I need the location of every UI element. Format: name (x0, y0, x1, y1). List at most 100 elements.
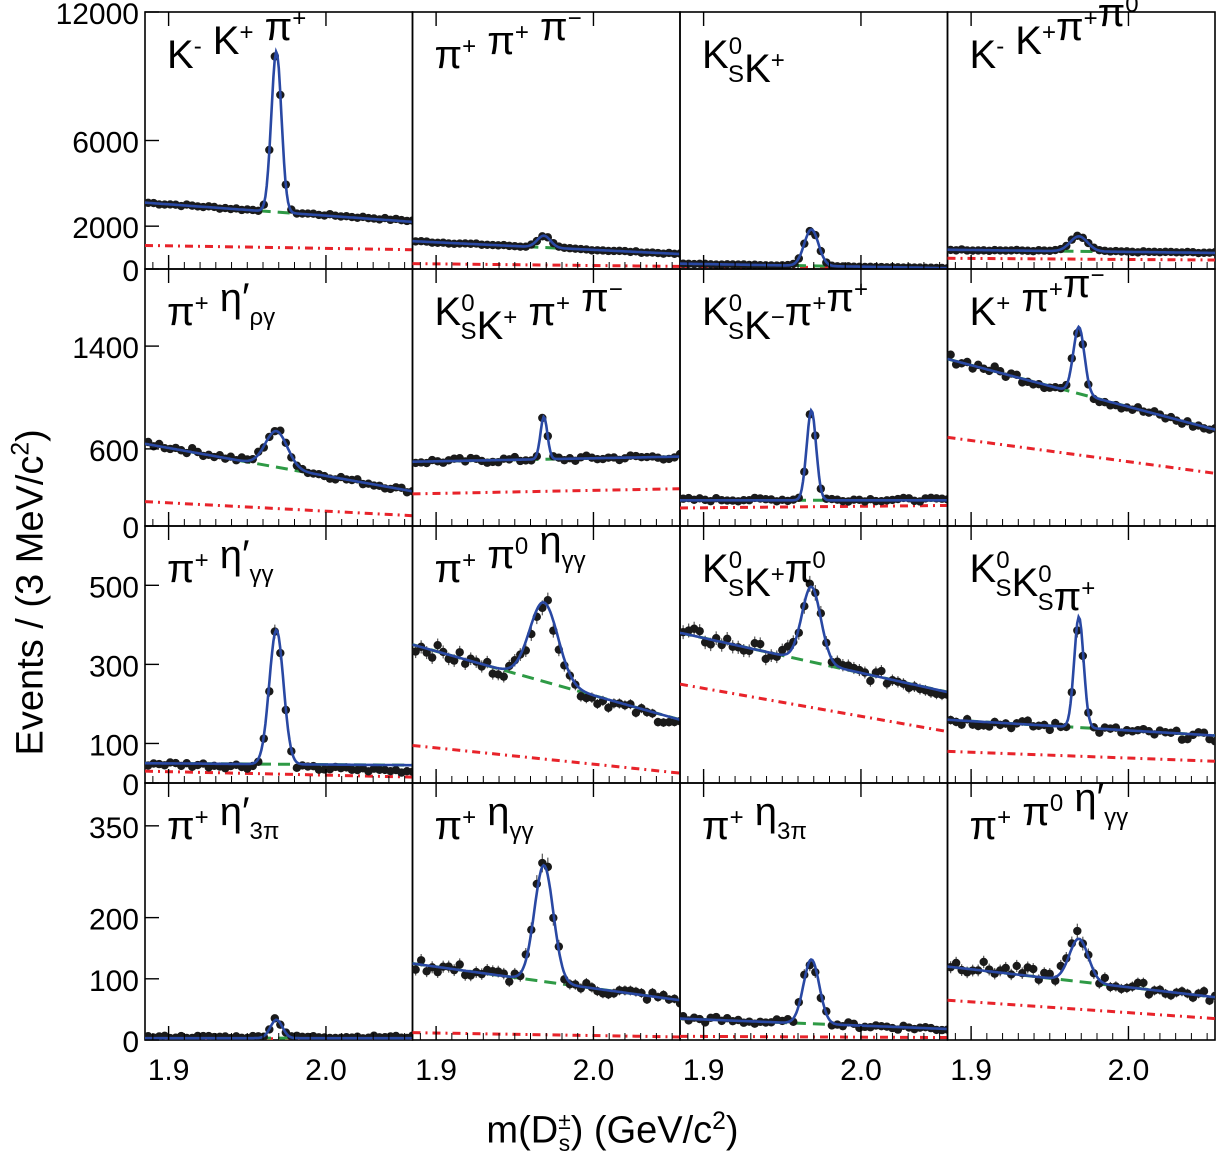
data-point-11-27 (1095, 728, 1104, 737)
data-point-15-12 (1012, 961, 1021, 971)
y-tick-label-1-0: 0 (122, 512, 139, 545)
data-point-13-1 (416, 956, 426, 965)
fit-curve-9 (412, 601, 680, 721)
panel-label-sub: γγ (509, 818, 533, 845)
panel-label-sub: S (1038, 589, 1054, 616)
panel-label-base: K (1012, 561, 1039, 605)
panel-label-sup: − (609, 276, 623, 303)
panel-label-sup: 0 (729, 33, 742, 60)
panel-label-base: π (1054, 575, 1082, 619)
data-point-15-46 (1199, 987, 1209, 996)
panel-label-base: K (702, 33, 729, 77)
panel-label-1: π+ π+ π− (435, 5, 582, 77)
panel-label-base: π (167, 547, 195, 591)
x-axis-label-close: ) (725, 1109, 739, 1152)
panel-label-base: π (476, 533, 515, 577)
panel-label-base: π (1011, 790, 1050, 834)
fit-curve-5 (412, 414, 680, 464)
panel-label-base: η (476, 790, 509, 834)
y-tick-label-2-0: 0 (122, 769, 139, 802)
panel-label-base: π (254, 5, 293, 49)
background-curve-red-3 (947, 256, 1215, 262)
data-point-11-48 (1210, 737, 1215, 746)
x-tick-label-2-0: 1.9 (683, 1054, 725, 1087)
x-tick-label-3-0: 1.9 (950, 1054, 992, 1087)
data-point-15-47 (1205, 996, 1214, 1005)
fit-curve-12 (145, 1018, 413, 1040)
fit-curve-7 (947, 324, 1215, 431)
fit-curve-10 (680, 585, 948, 694)
panel-label-5: K0 SK+ π+ π− (435, 276, 623, 348)
panel-label-sup: + (996, 290, 1010, 317)
panel-label-15: π+ π0 η′γγ (970, 776, 1129, 848)
x-axis-label-sup2: 2 (712, 1108, 726, 1135)
panel-label-sup: + (771, 561, 785, 588)
panel-label-base: η (744, 790, 777, 834)
y-tick-label-0-2: 6000 (72, 127, 139, 160)
panel-label-sub: S (996, 575, 1012, 602)
data-point-15-23 (1073, 926, 1082, 936)
data-point-10-34 (866, 676, 875, 686)
panel-label-6: K0 SK−π+π+ (702, 276, 868, 348)
y-axis-label-sup: 2 (7, 441, 35, 456)
panel-label-sup: + (195, 547, 209, 574)
y-tick-label-3-2: 200 (89, 904, 139, 937)
panel-label-base: η′ (1063, 776, 1104, 820)
y-tick-label-3-3: 350 (89, 812, 139, 845)
y-tick-label-3-1: 100 (89, 965, 139, 998)
fit-curve-15 (947, 937, 1215, 999)
panel-label-base: K (477, 304, 504, 348)
panel-label-sub: γγ (1104, 804, 1128, 831)
data-point-13-17 (505, 977, 514, 986)
y-axis-label: Events / (3 MeV/c2) (8, 382, 53, 802)
panel-label-2: K0 SK+ (702, 33, 785, 91)
panel-label-sup: − (568, 5, 582, 32)
data-point-8-20 (254, 757, 263, 766)
data-point-10-3 (695, 626, 704, 636)
data-point-11-14 (1023, 716, 1032, 725)
panel-label-sup: + (462, 804, 476, 831)
data-point-9-9 (461, 659, 470, 669)
data-point-10-36 (877, 666, 886, 676)
panel-label-sup: + (556, 290, 570, 317)
panel-label-base: π (167, 290, 195, 334)
y-tick-label-2-1: 100 (89, 729, 139, 762)
panel-label-sup: + (771, 47, 785, 74)
y-tick-label-3-0: 0 (122, 1026, 139, 1059)
data-point-13-8 (455, 960, 464, 969)
data-point-10-5 (706, 640, 715, 649)
background-curve-red-10 (680, 682, 948, 734)
y-tick-label-2-2: 300 (89, 650, 139, 683)
panel-label-sup: + (1084, 5, 1098, 32)
data-point-10-14 (756, 639, 765, 649)
panel-label-base: π (570, 276, 609, 320)
panel-label-sub: S (728, 575, 744, 602)
x-tick-label-1-1: 2.0 (573, 1054, 615, 1087)
panel-label-sub: γγ (562, 547, 586, 574)
panel-label-13: π+ ηγγ (435, 790, 534, 848)
panel-label-sup: + (812, 290, 826, 317)
panel-label-8: π+ η′γγ (167, 533, 273, 591)
panel-label-base: π (517, 290, 556, 334)
panel-label-base: K (202, 19, 240, 63)
panel-label-sup: + (239, 19, 253, 46)
y-tick-label-2-3: 500 (89, 571, 139, 604)
x-axis-label-sub: s (558, 1129, 571, 1156)
panel-label-sub: 3π (249, 818, 279, 845)
panel-label-7: K+ π+π− (970, 262, 1105, 334)
y-tick-label-0-3: 12000 (56, 0, 139, 31)
panel-label-base: η′ (209, 533, 250, 577)
data-point-7-0 (947, 350, 955, 359)
panel-label-sup: 0 (812, 547, 825, 574)
panel-label-sub: 3π (777, 818, 807, 845)
data-point-9-3 (427, 653, 437, 662)
data-point-15-15 (1029, 964, 1038, 974)
data-point-15-35 (1139, 978, 1148, 988)
fit-curve-2 (680, 228, 948, 269)
panel-label-base: π (476, 19, 515, 63)
panel-label-sup: + (515, 19, 529, 46)
x-tick-label-1-0: 1.9 (415, 1054, 457, 1087)
panel-label-base: π (1056, 5, 1084, 49)
panel-label-11: K0 SK0 Sπ+ (970, 547, 1096, 619)
data-point-11-18 (1045, 725, 1054, 735)
